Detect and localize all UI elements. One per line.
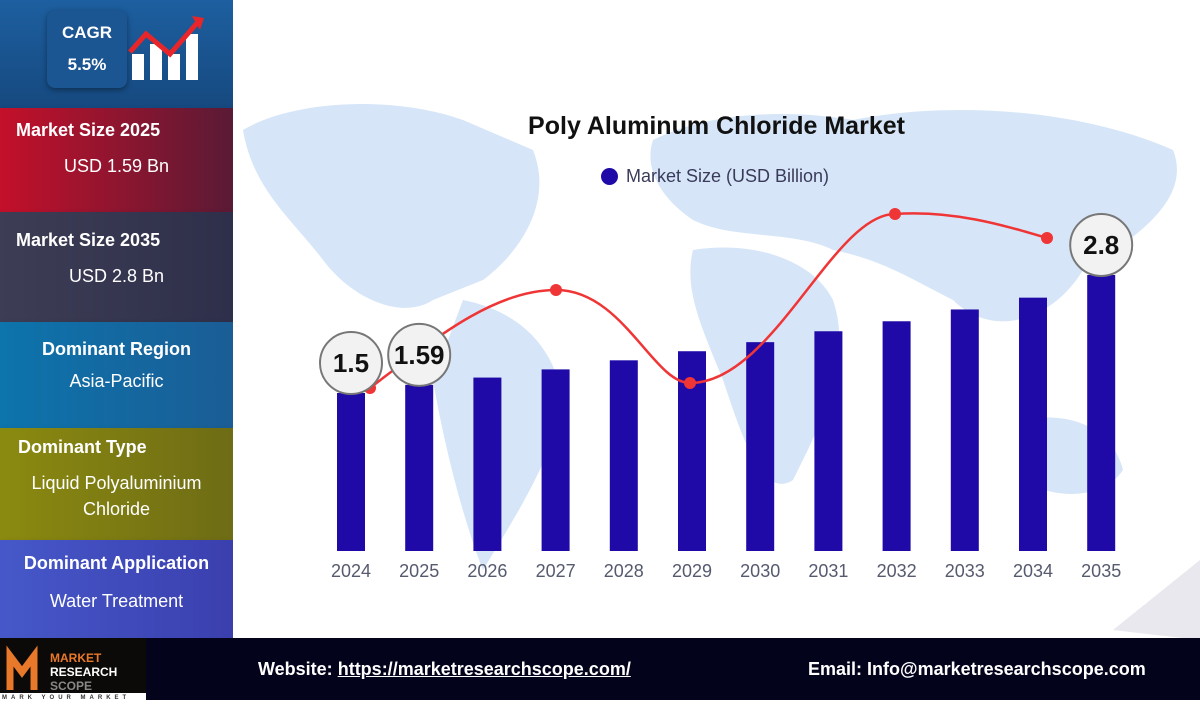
bar-2033 [950,309,979,551]
x-tick-label: 2034 [1013,561,1053,581]
svg-text:MARK YOUR MARKET: MARK YOUR MARKET [2,695,130,700]
x-tick-label: 2025 [399,561,439,581]
legend-swatch [601,168,618,185]
panel-value: Water Treatment [49,591,184,611]
x-tick-label: 2035 [1081,561,1121,581]
panel-title: Dominant Region [42,339,191,359]
trend-point [550,284,562,296]
cagr-box: CAGR 5.5% [47,10,127,88]
growth-chart-icon [128,16,204,80]
x-tick-label: 2024 [331,561,371,581]
website: Website: https://marketresearchscope.com… [258,659,631,680]
bar-2027 [541,369,570,551]
panel-value: USD 2.8 Bn [68,266,165,286]
data-label-bubble [1069,212,1134,277]
svg-text:RESEARCH: RESEARCH [50,665,117,679]
svg-text:MARKET: MARKET [50,651,102,665]
bar-2035 [1087,274,1116,551]
data-label: 2.8 [1083,230,1119,260]
panel-title: Dominant Type [18,437,147,457]
x-tick-label: 2027 [536,561,576,581]
trend-point [684,377,696,389]
website-label: Website: [258,659,333,679]
panel-title: Market Size 2035 [16,230,161,250]
panel-value: USD 1.59 Bn [63,156,170,176]
bar-2025 [405,384,434,551]
x-tick-label: 2026 [467,561,507,581]
x-tick-label: 2028 [604,561,644,581]
panel-title: Market Size 2025 [16,120,161,140]
trend-point [889,208,901,220]
sidebar: CAGR 5.5% Market Size 2025 USD 1.59 Bn Ma… [0,0,233,640]
bar-2031 [814,331,843,551]
panel-title: Dominant Application [23,553,210,573]
dominant-type-panel: Dominant Type Liquid Polyaluminium Chlori… [0,428,233,540]
bar-2026 [473,377,502,551]
legend-label: Market Size (USD Billion) [626,166,830,186]
chart-area: Poly Aluminum Chloride Market Market Siz… [233,0,1200,640]
market-size-2025-panel: Market Size 2025 USD 1.59 Bn [0,108,233,212]
panel-value: Asia-Pacific [69,371,164,391]
bar-2024 [337,393,365,551]
x-tick-label: 2033 [945,561,985,581]
footer: MARKET RESEARCH SCOPE MARK YOUR MARKET W… [0,638,1200,701]
email-address[interactable]: Info@marketresearchscope.com [867,659,1146,679]
bar-2034 [1019,297,1047,551]
bar-2030 [746,342,775,551]
dominant-region-panel: Dominant Region Asia-Pacific [0,322,233,428]
bar-2032 [882,321,911,551]
x-tick-label: 2029 [672,561,712,581]
trend-line [369,212,1048,389]
legend: Market Size (USD Billion) [601,166,829,187]
bar-chart: 2024 2025 2026 2027 2028 2029 2030 2031 2032 2033… [319,208,1134,581]
data-label: 1.5 [333,348,369,378]
trend-point [1041,232,1053,244]
svg-text:SCOPE: SCOPE [50,679,92,693]
website-link[interactable]: https://marketresearchscope.com/ [337,659,631,679]
cagr-label: CAGR [61,23,113,42]
data-label-bubble [319,331,383,395]
data-label: 1.59 [394,340,445,370]
panel-value: Liquid Polyaluminium Chloride [31,473,202,519]
logo: MARKET RESEARCH SCOPE MARK YOUR MARKET [0,638,146,701]
cagr-value: 5.5% [67,55,107,74]
email: Email: Info@marketresearchscope.com [808,659,1146,680]
x-tick-label: 2031 [808,561,848,581]
market-size-2035-panel: Market Size 2035 USD 2.8 Bn [0,212,233,322]
chart-title: Poly Aluminum Chloride Market [528,112,905,140]
x-tick-label: 2030 [740,561,780,581]
x-tick-label: 2032 [877,561,917,581]
dominant-application-panel: Dominant Application Water Treatment [0,540,233,640]
data-label-bubble [387,322,452,387]
email-label: Email: [808,659,863,679]
cagr-panel: CAGR 5.5% [0,0,233,108]
bar-2028 [609,360,638,551]
